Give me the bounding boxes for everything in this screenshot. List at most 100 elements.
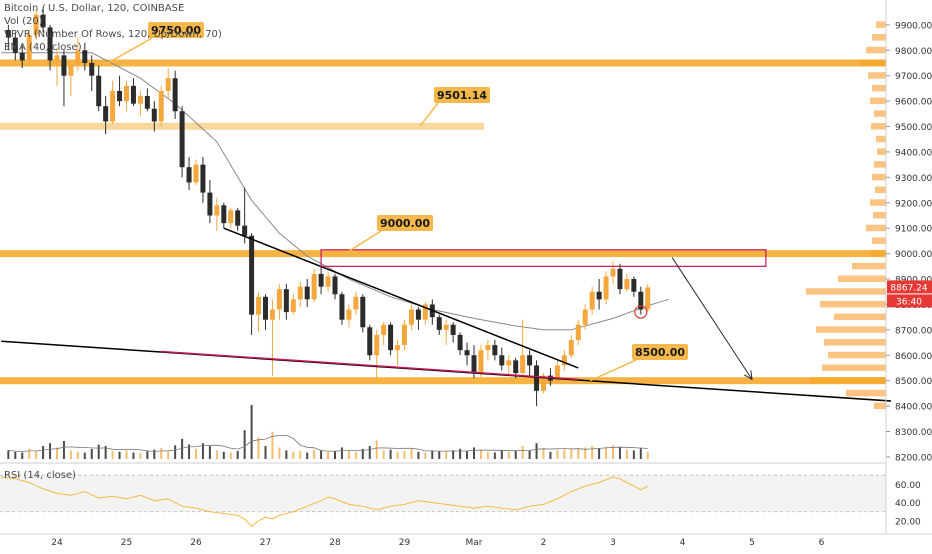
vpvr-bar — [874, 161, 886, 168]
rsi-tick-label: 60.00 — [895, 481, 921, 491]
price-tick-label: 9600.00 — [895, 98, 932, 108]
volume-bar — [410, 448, 413, 459]
volume-bar — [368, 446, 371, 459]
candle-body — [582, 309, 588, 325]
candle-body — [193, 164, 199, 183]
vpvr-bar — [875, 186, 886, 194]
vpvr-bar — [834, 313, 886, 321]
volume-bar — [181, 438, 184, 459]
last-price-badge — [887, 280, 932, 294]
candle-body — [68, 65, 74, 76]
volume-bar — [104, 446, 107, 459]
candle-body — [603, 276, 609, 300]
volume-bar — [188, 444, 191, 459]
ema-indicator-label[interactable]: EMA (40, close) — [4, 42, 82, 53]
candle-body — [221, 205, 227, 224]
candle-body — [325, 276, 331, 287]
callout-box — [632, 344, 688, 360]
candle-body — [47, 27, 53, 61]
vpvr-bar — [868, 72, 886, 79]
vpvr-bar — [846, 389, 886, 397]
volume-bar — [222, 451, 225, 459]
callout-box — [434, 87, 490, 103]
volume-bar — [62, 441, 65, 459]
time-tick-label: 25 — [121, 538, 132, 548]
vpvr-bar — [877, 148, 886, 155]
candle-body — [61, 55, 67, 76]
volume-bar — [556, 450, 559, 459]
time-tick-label: 4 — [680, 538, 686, 548]
price-tick-label: 8700.00 — [895, 326, 932, 336]
volume-bar — [208, 446, 211, 459]
volume-bar — [361, 448, 364, 459]
price-tick-label: 9300.00 — [895, 174, 932, 184]
vpvr-indicator-label[interactable]: VPVR (Number Of Rows, 120, Up/Down, 70) — [4, 29, 222, 40]
volume-bar — [69, 450, 72, 459]
candle-body — [297, 286, 303, 300]
volume-bar — [424, 452, 427, 459]
candle-body — [117, 90, 123, 102]
volume-bar — [375, 440, 378, 459]
vpvr-bar — [872, 173, 886, 181]
price-tick-label: 9400.00 — [895, 148, 932, 158]
candle-body — [276, 289, 282, 310]
volume-bar — [473, 447, 475, 459]
level-band — [0, 250, 886, 258]
volume-bar — [174, 445, 177, 459]
candle-body — [568, 340, 574, 356]
volume-bar — [7, 450, 10, 459]
volume-bar — [347, 450, 350, 459]
volume-bar — [459, 448, 462, 459]
candle-body — [12, 37, 18, 53]
price-tick-label: 9200.00 — [895, 199, 932, 209]
candle-body — [624, 279, 630, 290]
candle-body — [200, 164, 206, 193]
candle-body — [214, 205, 220, 216]
candle-body — [242, 225, 248, 236]
candle-body — [353, 296, 359, 310]
volume-bar — [340, 447, 343, 459]
volume-bar — [21, 452, 24, 459]
volume-bar — [313, 449, 316, 459]
volume-bar — [382, 450, 385, 459]
rsi-indicator-label[interactable]: RSI (14, close) — [4, 470, 77, 481]
volume-bar — [167, 450, 170, 459]
volume-bar — [299, 451, 302, 459]
candle-body — [374, 334, 380, 356]
volume-bar — [542, 448, 545, 459]
volume-bar — [139, 453, 142, 459]
vpvr-bar — [872, 237, 886, 244]
callout-pointer — [107, 37, 153, 64]
candle-body — [269, 309, 275, 320]
level-band — [0, 377, 886, 385]
candle-body — [457, 334, 463, 351]
candle-body — [179, 111, 185, 168]
candle-body — [596, 291, 602, 300]
volume-bar — [56, 447, 58, 459]
candle-body — [339, 294, 345, 320]
callout-pointer — [589, 359, 637, 382]
time-tick-label: 6 — [819, 538, 825, 548]
volume-bar — [605, 446, 608, 459]
candle-body — [144, 96, 150, 109]
volume-ma-line — [8, 434, 648, 453]
volume-bar — [417, 451, 420, 459]
candle-body — [408, 309, 414, 325]
volume-bar — [229, 452, 232, 459]
volume-bar — [528, 450, 531, 459]
candles-layer — [5, 7, 651, 407]
candle-body — [40, 14, 46, 28]
candle-body — [395, 345, 401, 351]
rsi-tick-label: 20.00 — [895, 517, 921, 527]
volume-bar — [236, 451, 239, 459]
candle-body — [617, 268, 623, 290]
candle-body — [443, 324, 449, 330]
candle-body — [165, 78, 171, 91]
volume-bar — [486, 451, 489, 459]
time-tick-label: 27 — [260, 538, 271, 548]
volume-indicator-label[interactable]: Vol (20) — [4, 16, 43, 27]
candle-body — [186, 167, 192, 183]
candle-body — [263, 296, 268, 320]
